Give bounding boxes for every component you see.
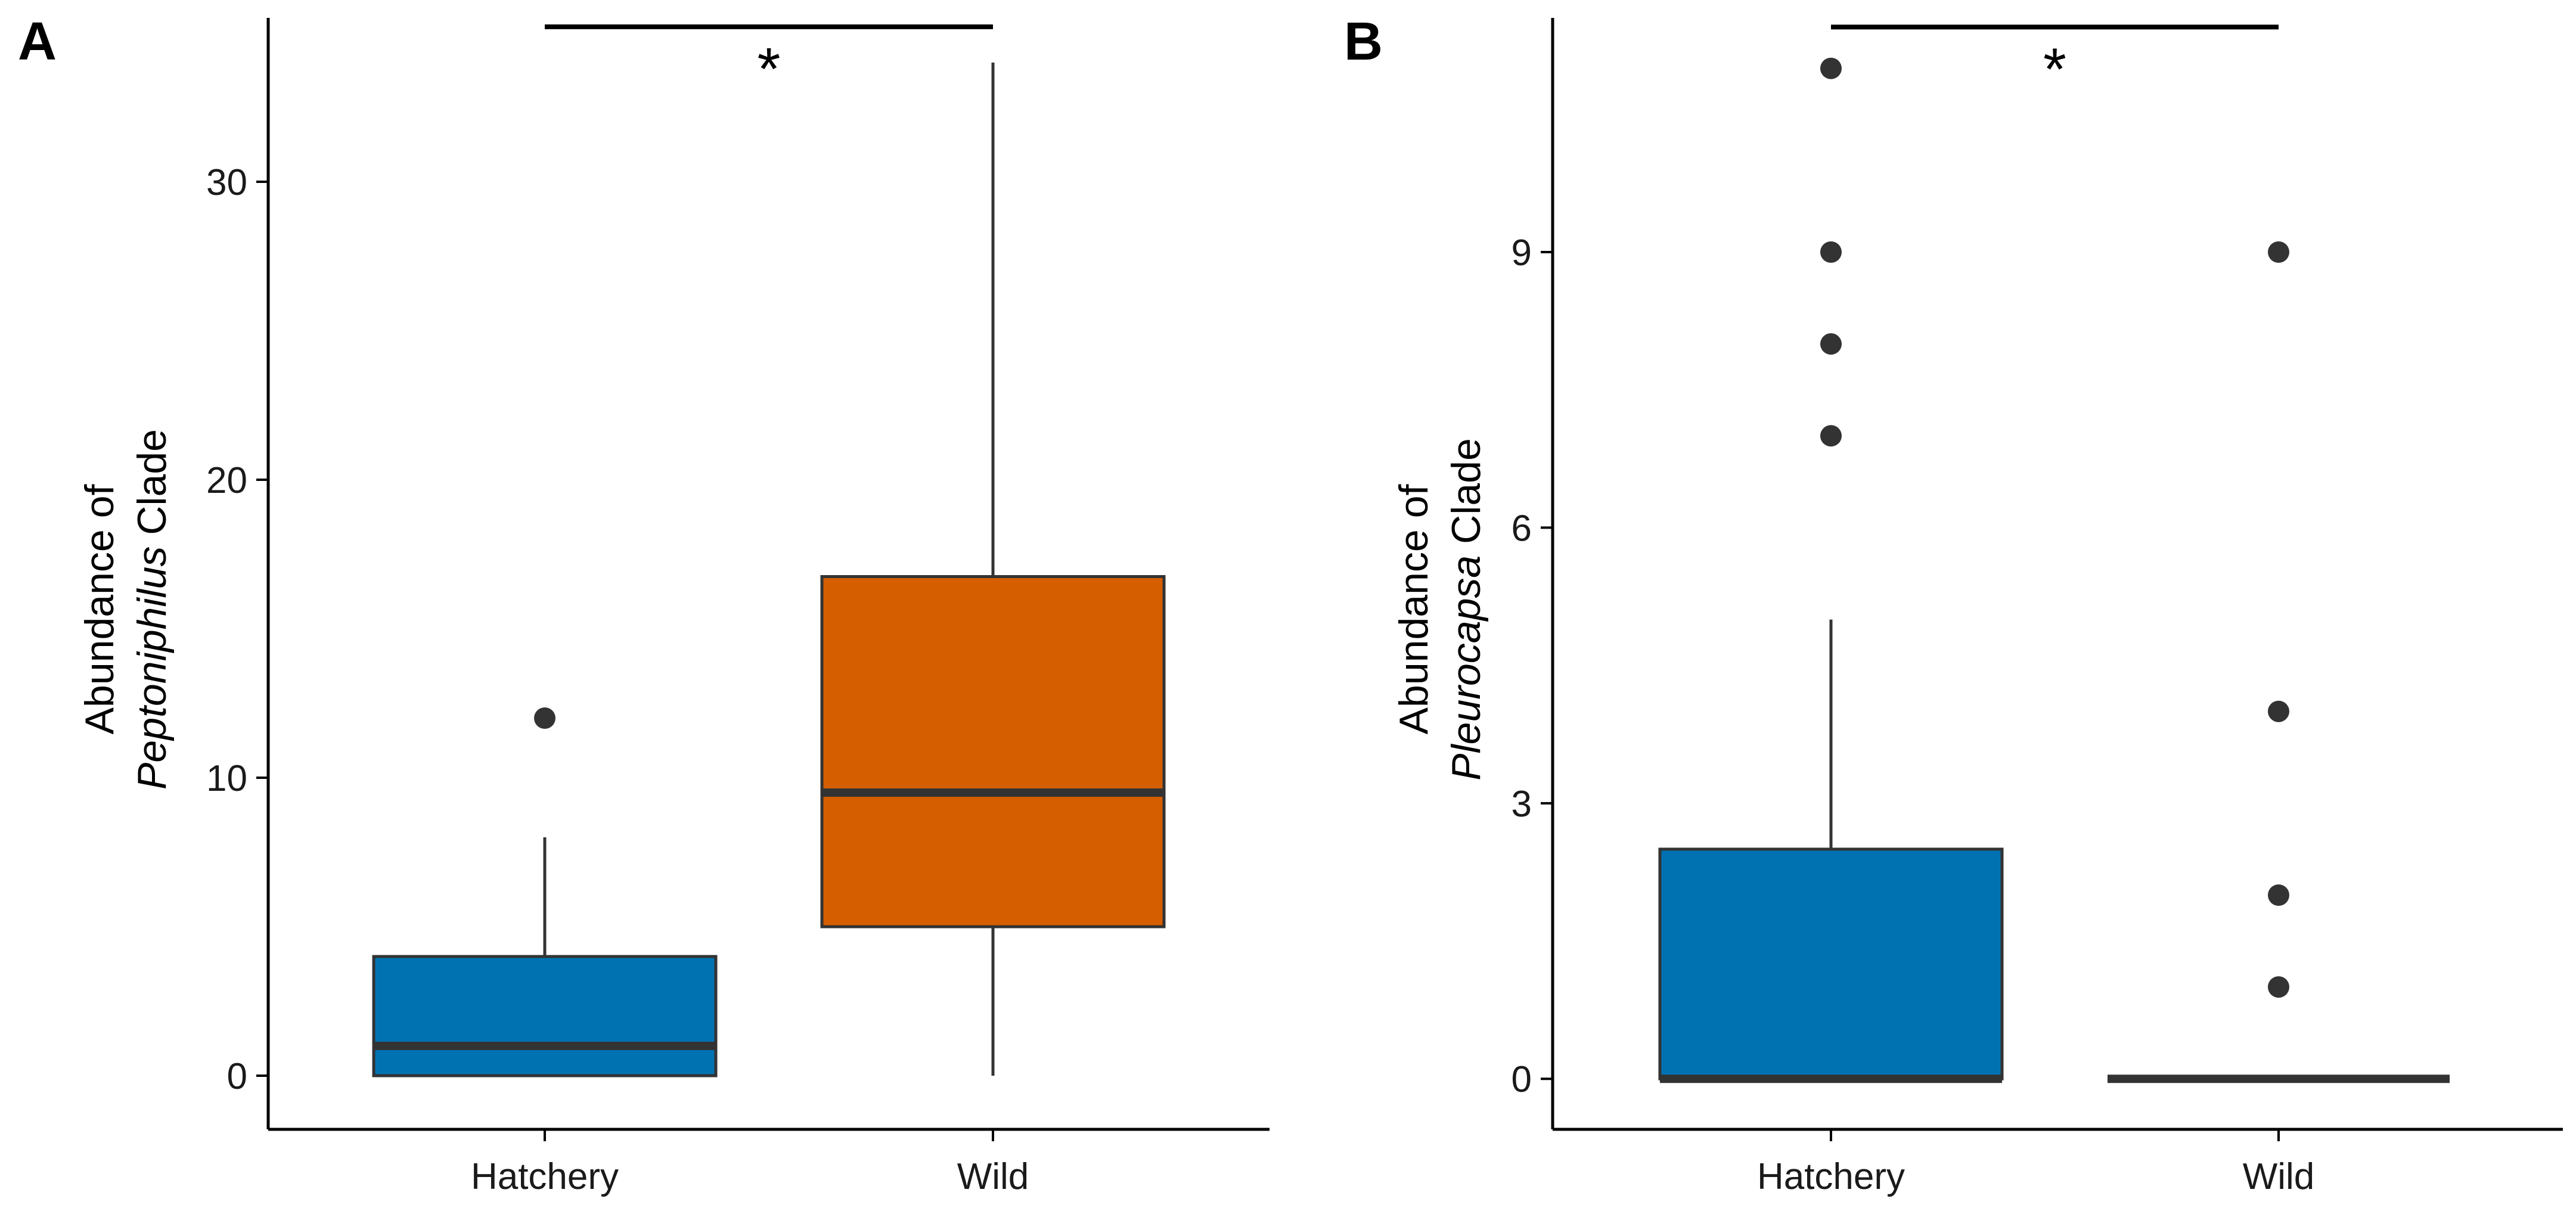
y-axis-title-suffix: Clade [1444,438,1489,555]
box-hatchery [372,707,718,1077]
iqr-box [820,575,1166,928]
outlier-point [1820,241,1842,263]
significance-label: * [758,36,781,103]
panel-letter-a: A [18,12,57,72]
y-axis-title-suffix: Clade [129,429,175,546]
outlier-point [1820,57,1842,79]
panel-b: 0 3 6 9 Hatchery Wild * B Abundance of Pleurocaps… [1344,12,2563,1197]
y-axis-title-line1: Abundance of [77,485,122,735]
x-tick-label: Hatchery [1757,1156,1905,1197]
y-axis-title-line2: Peptoniphilus Clade [129,429,175,790]
y-axis-title-taxon: Pleurocapsa [1444,555,1489,781]
y-tick-label: 10 [206,758,247,799]
outlier-point [2268,884,2289,906]
iqr-box [1658,847,2004,1080]
panel-letter-b: B [1344,12,1383,72]
y-axis-title-line2: Pleurocapsa Clade [1444,438,1489,781]
outlier-point [2268,700,2289,722]
outlier-point [534,707,555,729]
box-wild [2108,241,2450,1083]
y-tick-label: 30 [206,162,247,203]
box-wild [820,63,1166,1076]
box-hatchery [1658,57,2004,1083]
y-tick-label: 6 [1512,508,1532,549]
x-tick-label: Wild [957,1156,1029,1197]
outlier-point [2268,976,2289,998]
x-tick-label: Hatchery [471,1156,619,1197]
y-tick-label: 3 [1512,784,1532,825]
y-tick-label: 0 [1512,1059,1532,1100]
y-tick-label: 9 [1512,232,1532,274]
outlier-point [2268,241,2289,263]
y-axis-title-line1: Abundance of [1391,485,1436,735]
outlier-point [1820,425,1842,447]
outlier-point [1820,333,1842,355]
y-tick-label: 20 [206,460,247,501]
y-axis-title-taxon: Peptoniphilus [129,546,175,790]
panel-a: 0 10 20 30 Hatchery Wild * A Abundance of Peptoni… [18,12,1270,1197]
x-tick-label: Wild [2243,1156,2315,1197]
iqr-box [372,955,718,1077]
significance-label: * [2043,36,2066,103]
y-tick-label: 0 [227,1056,247,1097]
